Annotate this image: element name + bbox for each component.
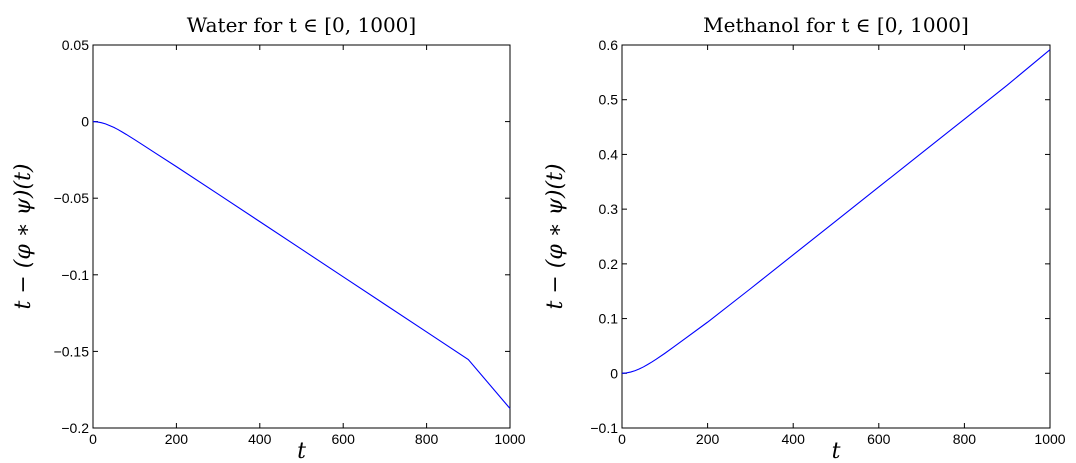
- y-tick-label: −0.1: [590, 420, 618, 436]
- y-tick-label: 0.05: [62, 37, 89, 53]
- y-tick-label: 0.1: [599, 311, 619, 327]
- x-tick-label: 200: [165, 431, 189, 447]
- y-tick-label: 0.6: [599, 37, 619, 53]
- y-tick-label: −0.15: [54, 343, 90, 359]
- chart-panel-1: Water for t ∈ [0, 1000] 0 200 400 600 800 1000…: [11, 13, 526, 463]
- y-tick-label: −0.2: [61, 420, 89, 436]
- y-tick-label: 0.3: [599, 201, 619, 217]
- y-tick-label: −0.1: [61, 267, 89, 283]
- series-line: [92, 121, 511, 409]
- plot-frame: [621, 44, 1051, 429]
- series-line: [621, 49, 1051, 374]
- x-tick-label: 400: [248, 431, 272, 447]
- x-tick-label: 200: [696, 431, 720, 447]
- y-tick-label: 0.4: [599, 146, 619, 162]
- x-tick-label: 800: [953, 431, 977, 447]
- x-tick-label: 0: [618, 431, 626, 447]
- x-tick-label: 600: [332, 431, 356, 447]
- y-tick-label: 0: [81, 114, 89, 130]
- chart-title: Methanol for t ∈ [0, 1000]: [703, 13, 969, 37]
- x-tick-label: 1000: [494, 431, 525, 447]
- x-tick-label: 800: [415, 431, 439, 447]
- x-axis-label: t: [297, 439, 306, 463]
- chart-title: Water for t ∈ [0, 1000]: [187, 13, 416, 37]
- plot-frame: [92, 44, 511, 429]
- y-axis-label: t − (φ ∗ ψ)(t): [11, 163, 36, 309]
- x-tick-label: 1000: [1034, 431, 1065, 447]
- y-tick-label: 0.2: [599, 256, 619, 272]
- chart-panel-2: Methanol for t ∈ [0, 1000] 0 200 400 600 800 1…: [543, 13, 1066, 463]
- y-tick-label: 0.5: [599, 92, 619, 108]
- y-axis-label: t − (φ ∗ ψ)(t): [543, 163, 568, 309]
- x-tick-label: 0: [89, 431, 97, 447]
- y-tick-label: −0.05: [54, 190, 90, 206]
- y-tick-label: 0: [610, 365, 618, 381]
- x-axis-label: t: [832, 439, 841, 463]
- x-tick-label: 600: [867, 431, 891, 447]
- x-tick-label: 400: [782, 431, 806, 447]
